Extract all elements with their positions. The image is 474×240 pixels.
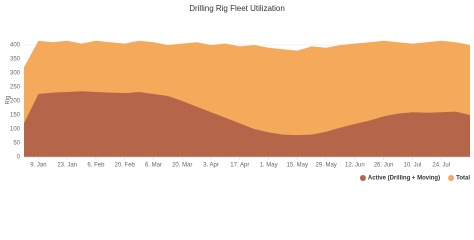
chart: Drilling Rig Fleet Utilization Rig 0 50 10… (6, 4, 471, 182)
x-tick-label: 6. Feb (87, 163, 105, 169)
chart-title: Drilling Rig Fleet Utilization (189, 4, 285, 13)
legend-label: Active (Drilling + Moving) (368, 176, 440, 182)
legend-swatch (448, 175, 455, 181)
x-tick-label: 12. Jun (345, 163, 365, 169)
y-tick-label: 300 (10, 71, 21, 77)
legend-swatch (359, 175, 366, 181)
area (24, 91, 470, 157)
x-tick-label: 20. Mar (172, 163, 192, 169)
x-tick-label: 23. Jan (57, 163, 77, 169)
x-tick-label: 9. Jan (30, 163, 46, 169)
x-tick-label: 24. Jul (432, 163, 450, 169)
y-tick-label: 350 (10, 57, 21, 63)
x-tick-label: 15. May (287, 163, 308, 169)
legend: Total Active (Drilling + Moving) (359, 175, 470, 182)
x-tick-label: 3. Apr (203, 163, 219, 169)
x-tick-label: 29. May (315, 163, 336, 169)
x-tick-label: 10. Jul (404, 163, 422, 169)
x-tick-label: 17. Apr (230, 163, 249, 169)
y-tick-label: 0 (17, 155, 21, 161)
y-tick-label: 100 (10, 127, 21, 133)
x-tick-label: 6. Mar (145, 163, 162, 169)
y-tick-label: 200 (10, 99, 21, 105)
x-tick-label: 20. Feb (115, 163, 136, 169)
y-axis-title: Rig (6, 95, 12, 104)
y-tick-label: 400 (10, 43, 21, 49)
x-tick-label: 1. May (260, 163, 278, 169)
y-tick-label: 50 (13, 141, 20, 147)
y-tick-label: 150 (10, 113, 21, 119)
y-tick-label: 250 (10, 85, 21, 91)
legend-label: Total (456, 176, 470, 182)
x-tick-label: 26. Jun (374, 163, 394, 169)
